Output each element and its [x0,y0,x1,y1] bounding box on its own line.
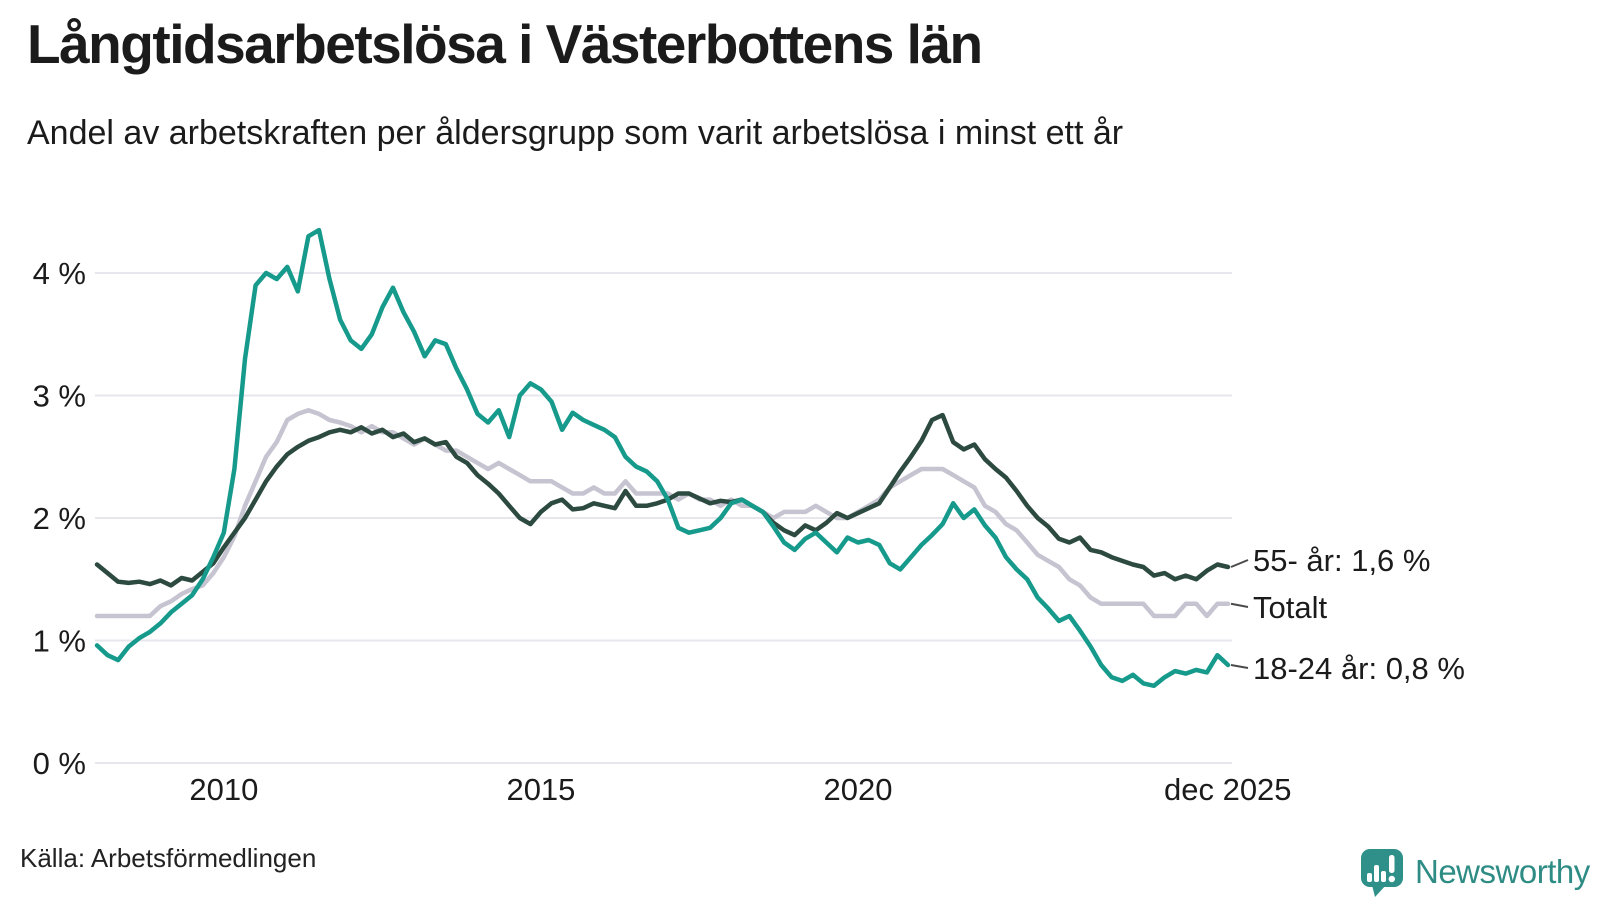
end-label-connector [1230,664,1249,669]
logo-exclamation-dot [1388,875,1395,883]
y-axis-tick-label: 0 % [33,746,86,781]
logo-bar-tall [1374,865,1379,882]
chart-subtitle: Andel av arbetskraften per åldersgrupp s… [27,114,1124,152]
series-end-label-totalt: Totalt [1253,590,1327,625]
y-axis-tick-label: 2 % [33,501,86,536]
logo-bar-medium [1381,871,1386,882]
series-end-label-18-24-r: 18-24 år: 0,8 % [1253,651,1465,686]
logo-bar-small [1367,873,1372,882]
y-axis-tick-label: 4 % [33,256,86,291]
x-axis-tick-label: dec 2025 [1164,772,1292,807]
x-axis-tick-label: 2015 [506,772,575,807]
logo-exclamation-bar [1389,855,1395,873]
y-axis-tick-label: 3 % [33,379,86,414]
line-chart: 0 % 1 % 2 % 3 % 4 % 2010 2015 2020 dec 2025 55- å… [0,190,1600,850]
end-label-connector [1230,602,1249,608]
page-title: Långtidsarbetslösa i Västerbottens län [27,13,983,75]
newsworthy-speech-bubble-icon [1361,849,1403,897]
series-end-label-55-r: 55- år: 1,6 % [1253,543,1430,578]
line-chart-canvas: 0 % 1 % 2 % 3 % 4 % 2010 2015 2020 dec 2025 55- å… [33,227,1465,807]
source-note: Källa: Arbetsförmedlingen [20,843,317,873]
x-axis-tick-label: 2010 [189,772,258,807]
end-label-connector [1230,559,1249,568]
series-line-totalt [94,407,1231,619]
newsworthy-wordmark: Newsworthy [1415,853,1590,890]
x-axis-tick-label: 2020 [824,772,893,807]
y-axis-tick-label: 1 % [33,624,86,659]
series-line-55-r [94,412,1231,588]
newsworthy-logo[interactable]: Newsworthy [1358,846,1590,898]
series-line-18-24-r [94,227,1231,689]
